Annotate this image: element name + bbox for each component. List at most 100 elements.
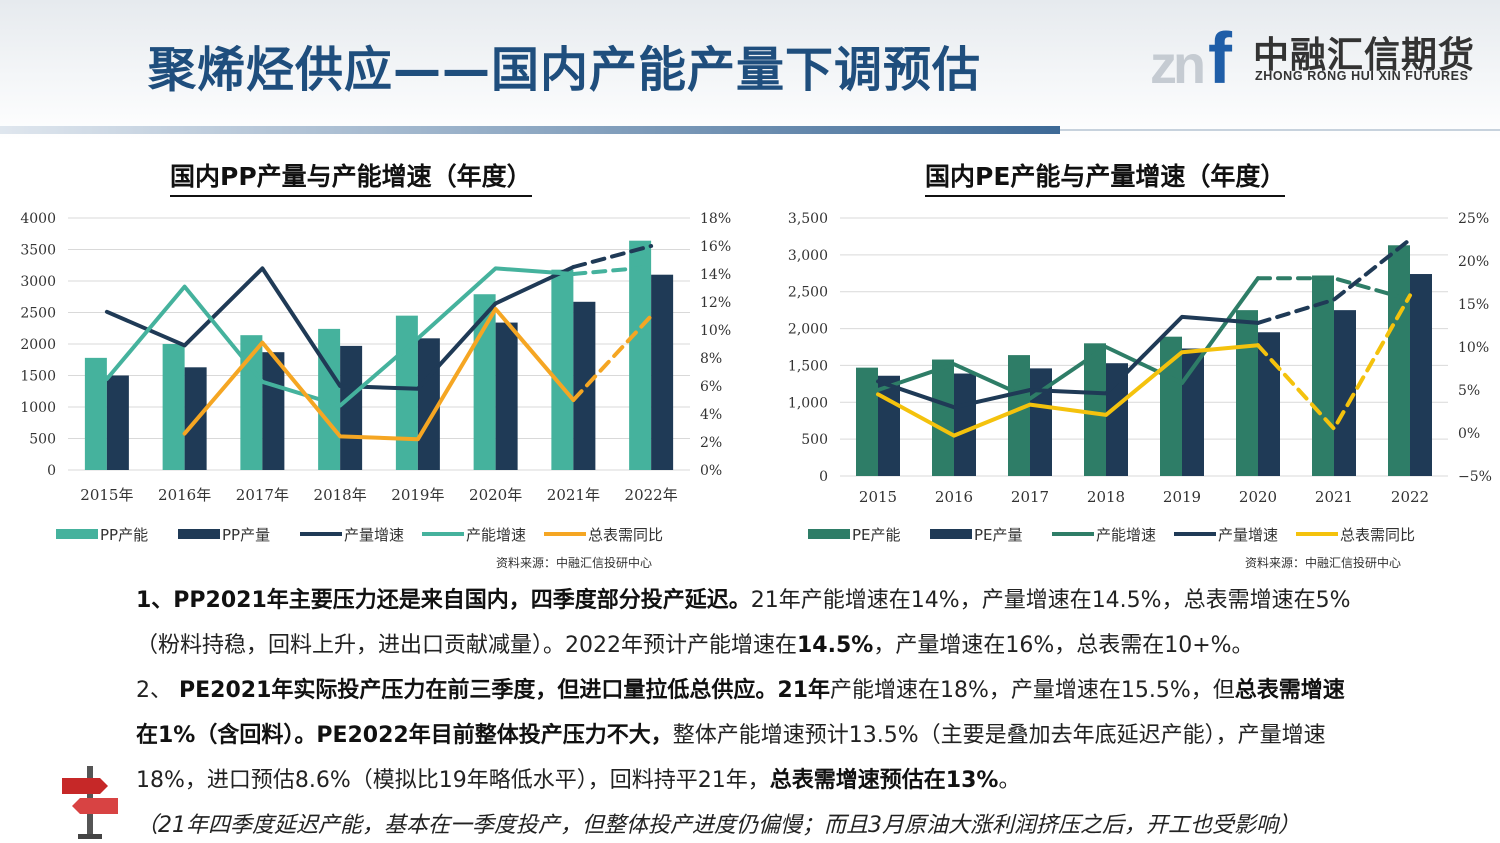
legend-label: 产量增速	[1218, 526, 1278, 544]
bar-PP产能	[84, 357, 107, 470]
legend-label: 总表需同比	[588, 526, 663, 544]
bar-PP产能	[162, 344, 185, 470]
commentary: 1、PP2021年主要压力还是来自国内，四季度部分投产延迟。21年产能增速在14…	[136, 578, 1466, 843]
right-tick-label: −5%	[1458, 469, 1492, 485]
bar-PE产量	[1258, 332, 1280, 476]
bar-PP产量	[495, 322, 518, 470]
pp-chart-source: 资料来源：中融汇信投研中心	[496, 556, 653, 570]
right-tick-label: 10%	[1458, 340, 1489, 356]
bar-PE产量	[1334, 310, 1356, 476]
category-label: 2018	[1087, 488, 1125, 506]
left-tick-label: 2500	[20, 306, 56, 322]
left-tick-label: 0	[47, 463, 56, 479]
line-产量增速	[104, 265, 576, 391]
legend-label: 产能增速	[466, 526, 526, 544]
bar-PE产能	[1160, 336, 1182, 476]
bar-PP产量	[340, 345, 363, 470]
pp-forecast-bold: 14.5%	[797, 633, 874, 658]
line-产量增速-forecast	[571, 244, 654, 269]
pe-chart: 0 500 1,000 1,500 2,000 2,500 3,000 3,500 −5% 0% 5…	[788, 211, 1492, 544]
header-rule	[0, 126, 1060, 134]
pp-chart: 0 500 1000 1500 2000 2500 3000 3500 4000 0% 2% 4% 6%…	[20, 211, 731, 544]
left-tick-label: 1,500	[788, 358, 828, 374]
category-label: 2022年	[625, 486, 678, 504]
pe-detail: 产能增速在18%，产量增速在15.5%，但	[830, 678, 1235, 703]
left-tick-label: 3,500	[788, 211, 828, 227]
right-tick-label: 6%	[700, 379, 722, 395]
line-产量增速-forecast	[1256, 237, 1412, 325]
left-tick-label: 2000	[20, 337, 56, 353]
left-tick-label: 2,500	[788, 285, 828, 301]
pe-headline: PE2021年实际投产压力在前三季度，但进口量拉低总供应。21年	[179, 678, 830, 703]
paragraph-note: （21年四季度延迟产能，基本在一季度投产，但整体投产进度仍偏慢；而且3月原油大涨…	[136, 813, 1300, 838]
right-tick-label: 25%	[1458, 211, 1489, 227]
bar-PP产量	[573, 301, 596, 470]
bar-PP产能	[473, 294, 496, 470]
legend-swatch	[178, 529, 220, 539]
bar-PE产能	[1388, 245, 1410, 476]
left-tick-label: 1000	[20, 400, 56, 416]
bar-PE产量	[1182, 348, 1204, 476]
category-label: 2016	[935, 488, 973, 506]
bar-PP产量	[106, 375, 129, 470]
legend-label: 总表需同比	[1340, 526, 1415, 544]
bar-PE产能	[1312, 275, 1334, 476]
pp-headline: 1、PP2021年主要压力还是来自国内，四季度部分投产延迟。	[136, 588, 751, 613]
pe-2022-detail: 整体产能增速预计13.5%（主要是叠加去年底延迟产能），产量增速	[672, 723, 1326, 748]
pp-forecast-c: ，产量增速在16%，总表需在10+%。	[873, 633, 1254, 658]
pp-detail: 21年产能增速在14%，产量增速在14.5%，总表需增速在5%	[750, 588, 1351, 613]
right-tick-label: 0%	[700, 463, 722, 479]
legend-label: PE产量	[974, 526, 1023, 544]
line-产能增速	[104, 266, 576, 408]
line-产能增速-forecast	[571, 265, 654, 276]
logo-mark-f: f	[1208, 19, 1232, 99]
bar-PE产量	[1106, 363, 1128, 476]
pe-import-detail: 18%，进口预估8.6%（模拟比19年略低水平），回料持平21年，	[136, 768, 770, 793]
pp-chart-title: 国内PP产量与产能增速（年度）	[170, 157, 532, 197]
category-label: 2016年	[158, 486, 211, 504]
bar-PE产能	[1084, 343, 1106, 476]
line-产量增速	[876, 314, 1260, 410]
left-tick-label: 1,000	[788, 395, 828, 411]
right-tick-label: 20%	[1458, 254, 1489, 270]
left-tick-label: 4000	[20, 211, 56, 227]
legend-label: 产量增速	[344, 526, 404, 544]
paragraph-pe-line3: 18%，进口预估8.6%（模拟比19年略低水平），回料持平21年，总表需增速预估…	[136, 758, 1466, 803]
category-label: 2020	[1239, 488, 1277, 506]
right-tick-label: 5%	[1458, 383, 1480, 399]
category-label: 2019年	[391, 486, 444, 504]
legend-swatch	[56, 529, 98, 539]
bar-PP产能	[629, 240, 652, 470]
left-tick-label: 500	[801, 432, 828, 448]
line-产能增速-forecast	[1256, 276, 1412, 302]
signpost-icon	[62, 766, 118, 839]
category-label: 2015	[859, 488, 897, 506]
legend-label: PP产量	[222, 526, 270, 544]
logo-chinese-name: 中融汇信期货	[1253, 35, 1476, 76]
bar-PE产能	[932, 359, 954, 476]
right-tick-label: 18%	[700, 211, 731, 227]
pe-chart-source: 资料来源：中融汇信投研中心	[1245, 556, 1402, 570]
pp-forecast-a: （粉料持稳，回料上升，进出口贡献减量）。2022年预计产能增速在	[136, 633, 797, 658]
right-tick-label: 14%	[700, 267, 731, 283]
left-tick-label: 3000	[20, 274, 56, 290]
line-总表需同比-forecast	[1256, 293, 1412, 433]
pe-2022-bold: 在1%（含回料）。PE2022年目前整体投产压力不大，	[136, 723, 673, 748]
bar-PP产量	[651, 274, 674, 470]
category-label: 2021	[1315, 488, 1353, 506]
right-tick-label: 10%	[700, 323, 731, 339]
right-tick-label: 2%	[700, 435, 722, 451]
paragraph-pe-line1: 2、 PE2021年实际投产压力在前三季度，但进口量拉低总供应。21年产能增速在…	[136, 668, 1466, 713]
bar-PE产量	[954, 373, 976, 476]
bar-PE产能	[856, 367, 878, 476]
category-label: 2020年	[469, 486, 522, 504]
right-tick-label: 12%	[700, 295, 731, 311]
legend-label: 产能增速	[1096, 526, 1156, 544]
legend-swatch	[930, 529, 972, 539]
header-band	[0, 0, 1500, 140]
pe-demand-forecast: 总表需增速预估在13%	[769, 768, 999, 793]
left-tick-label: 3,000	[788, 248, 828, 264]
paragraph-pe-line2: 在1%（含回料）。PE2022年目前整体投产压力不大，整体产能增速预计13.5%…	[136, 713, 1466, 758]
legend-label: PP产能	[100, 526, 148, 544]
bar-PE产量	[878, 375, 900, 476]
